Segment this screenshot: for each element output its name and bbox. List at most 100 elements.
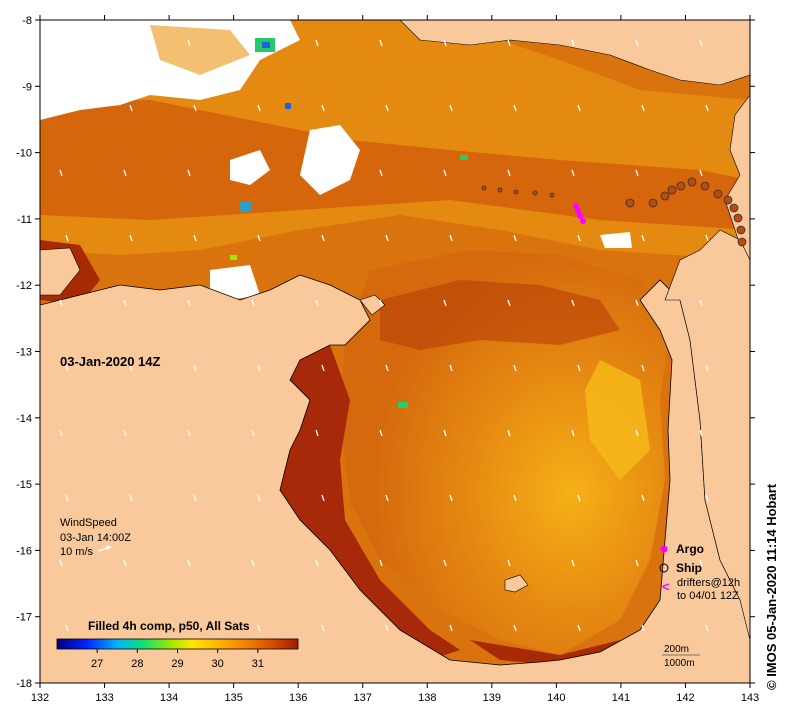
argo-floats: [573, 203, 586, 224]
wind-arrow: [699, 299, 703, 307]
credit-label: © IMOS 05-Jan-2020 11:14 Hobart: [764, 483, 779, 690]
wind-arrow: [699, 429, 703, 437]
wind-arrow: [251, 429, 255, 437]
wind-arrow: [251, 169, 255, 177]
wind-arrow: [641, 494, 645, 502]
wind-arrow: [379, 559, 383, 567]
wind-arrow: [187, 559, 191, 567]
wind-arrow: [257, 364, 261, 372]
island-gulf: [504, 574, 529, 593]
wind-arrow: [571, 559, 575, 567]
wind-arrow: [449, 624, 453, 632]
wind-arrow: [385, 624, 389, 632]
wind-arrow: [59, 39, 63, 47]
wind-arrow: [443, 169, 447, 177]
colorbar-title: Filled 4h comp, p50, All Sats: [88, 619, 250, 633]
x-tick-label: 132: [31, 692, 49, 704]
wind-arrow: [705, 234, 709, 242]
wind-arrow: [251, 39, 255, 47]
wind-arrow: [385, 364, 389, 372]
wind-arrow: [705, 364, 709, 372]
wind-arrow: [379, 299, 383, 307]
sst-hot-streak: [380, 280, 620, 350]
colorbar: [56, 638, 299, 650]
x-tick-label: 134: [160, 692, 178, 704]
ship-legend-icon: [659, 563, 669, 573]
argo-legend-label: Argo: [676, 542, 704, 556]
y-tick-label: -18: [16, 678, 32, 690]
wind-arrow: [123, 169, 127, 177]
wind-arrow: [699, 169, 703, 177]
land-cape-york: [664, 229, 750, 641]
x-tick-label: 135: [224, 692, 242, 704]
x-tick-label: 138: [418, 692, 436, 704]
cloud-edge-sst: [150, 25, 250, 75]
colorbar-tick-label: 31: [252, 658, 264, 670]
wind-arrow: [59, 299, 63, 307]
wind-arrow: [513, 494, 517, 502]
map-area: [40, 20, 750, 683]
x-tick-label: 141: [612, 692, 630, 704]
wind-arrow: [507, 39, 511, 47]
x-axis: 132 133 134 135 136 137 138 139 140 141 142 143: [31, 15, 759, 704]
wind-arrow: [257, 234, 261, 242]
wind-arrow: [123, 39, 127, 47]
wind-arrow: [513, 104, 517, 112]
wind-arrow: [443, 559, 447, 567]
depth-200-label: 200m: [664, 644, 689, 655]
land-west-cape: [40, 247, 81, 296]
wind-arrow: [705, 624, 709, 632]
wind-arrow: [321, 104, 325, 112]
wind-arrow: [193, 234, 197, 242]
wind-arrow: [123, 559, 127, 567]
wind-arrow: [641, 624, 645, 632]
wind-arrow: [187, 169, 191, 177]
wind-arrow: [315, 429, 319, 437]
wind-arrow: [635, 299, 639, 307]
wind-arrow: [577, 624, 581, 632]
wind-arrow: [187, 429, 191, 437]
wind-arrow: [379, 39, 383, 47]
x-tick-label: 139: [483, 692, 501, 704]
island-west: [359, 294, 386, 316]
colorbar-tick-label: 27: [91, 658, 103, 670]
cloud-gap-southwest: [210, 265, 260, 300]
x-tick-label: 142: [676, 692, 694, 704]
wind-arrow: [507, 299, 511, 307]
wind-arrow: [635, 169, 639, 177]
wind-arrow: [59, 559, 63, 567]
wind-arrow: [699, 559, 703, 567]
wind-arrow: [641, 234, 645, 242]
map-timestamp: 03-Jan-2020 14Z: [60, 354, 161, 369]
wind-arrow: [129, 104, 133, 112]
wind-time: 03-Jan 14:00Z: [60, 532, 131, 544]
y-tick-label: -15: [16, 479, 32, 491]
wind-arrow: [507, 169, 511, 177]
wind-arrow: [251, 299, 255, 307]
colorbar-tick-label: 29: [171, 658, 183, 670]
wind-arrow: [577, 364, 581, 372]
y-tick-label: -12: [16, 280, 32, 292]
wind-arrow: [571, 429, 575, 437]
wind-arrow: [129, 234, 133, 242]
ship-track: [481, 177, 747, 247]
wind-arrow: [513, 234, 517, 242]
drifter-legend-line2: to 04/01 12Z: [677, 590, 739, 602]
wind-arrow: [315, 559, 319, 567]
wind-arrow: [321, 234, 325, 242]
wind-arrow: [315, 169, 319, 177]
argo-legend-icon: [660, 545, 668, 553]
cloud-gap-small: [230, 150, 270, 185]
y-tick-label: -14: [16, 413, 32, 425]
x-tick-label: 133: [95, 692, 113, 704]
y-axis: -8 -9 -10 -11 -12 -13 -14 -15 -16 -17 -18: [16, 15, 755, 690]
x-tick-label: 136: [289, 692, 307, 704]
wind-arrow: [321, 364, 325, 372]
sst-gulf-interior: [340, 250, 670, 655]
wind-arrow: [385, 494, 389, 502]
wind-arrow: [65, 494, 69, 502]
wind-arrow: [321, 494, 325, 502]
wind-arrow: [379, 429, 383, 437]
wind-arrow: [635, 39, 639, 47]
wind-arrow: [635, 429, 639, 437]
